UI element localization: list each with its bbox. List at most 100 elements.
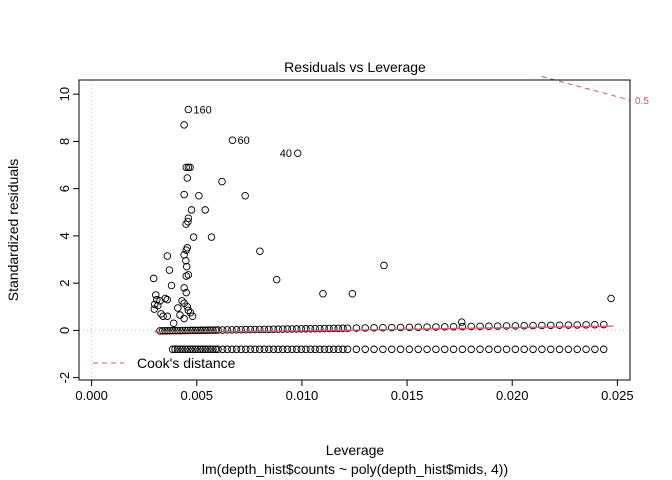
band-point-lower <box>476 345 484 354</box>
band-point-lower <box>329 345 338 354</box>
band-point-upper <box>269 325 278 334</box>
x-tick-label: 0.005 <box>180 388 213 403</box>
y-axis-label: Standardized residuals <box>5 159 21 301</box>
data-point <box>184 217 192 226</box>
band-point-upper <box>387 323 396 332</box>
band-point-upper <box>196 326 205 335</box>
data-point <box>163 252 172 260</box>
band-point-lower <box>214 345 222 354</box>
band-point-upper <box>449 322 458 331</box>
band-point-lower <box>218 345 227 354</box>
band-point-upper <box>302 325 310 333</box>
band-point-lower <box>396 345 405 354</box>
data-point <box>183 174 192 182</box>
band-point-lower <box>302 345 310 354</box>
data-point <box>165 266 174 274</box>
band-point-upper <box>405 323 414 332</box>
data-point <box>189 233 198 241</box>
band-point-lower <box>520 345 528 354</box>
band-point-lower <box>260 345 269 354</box>
data-point <box>153 295 161 304</box>
y-tick-label: -2 <box>57 372 72 384</box>
cooks-distance-curve <box>541 75 631 101</box>
band-point-upper <box>194 326 202 335</box>
band-point-upper <box>265 325 273 334</box>
data-point <box>201 206 209 214</box>
band-point-upper <box>189 326 197 335</box>
data-point <box>161 294 169 303</box>
band-point-upper <box>329 324 338 333</box>
band-point-lower <box>564 345 573 354</box>
model-formula-subtitle: lm(depth_hist$counts ~ poly(depth_hist$m… <box>202 461 508 477</box>
data-point <box>159 312 167 320</box>
band-point-lower <box>279 345 287 354</box>
band-point-lower <box>223 345 232 354</box>
point-label-60: 60 <box>238 135 250 147</box>
band-point-upper <box>288 325 296 333</box>
band-point-lower <box>288 345 296 354</box>
band-point-upper <box>191 326 200 335</box>
band-point-lower <box>538 345 546 354</box>
data-point <box>319 290 327 298</box>
band-point-upper <box>251 325 259 334</box>
band-point-lower <box>339 345 347 354</box>
band-point-upper <box>440 323 449 331</box>
data-point <box>180 190 188 199</box>
band-point-lower <box>361 345 369 354</box>
y-tick-label: 10 <box>57 87 72 101</box>
band-point-lower <box>209 345 217 354</box>
band-point-upper <box>209 326 217 334</box>
point-labels: 160 60 40 <box>193 105 292 161</box>
band-point-upper <box>343 324 352 332</box>
band-point-upper <box>511 322 520 330</box>
band-point-upper <box>352 324 361 332</box>
band-point-upper <box>206 326 215 334</box>
data-point <box>183 243 192 252</box>
band-point-lower <box>181 345 189 354</box>
band-point-upper <box>414 323 422 331</box>
band-point-upper <box>199 326 207 335</box>
data-point <box>176 311 184 319</box>
band-point-lower <box>246 345 255 354</box>
band-point-lower <box>352 345 361 354</box>
y-tick-label: 2 <box>57 280 72 287</box>
data-point-60 <box>228 136 237 144</box>
band-point-lower <box>414 345 422 354</box>
y-tick-label: 6 <box>57 185 72 192</box>
band-point-lower <box>325 345 333 354</box>
data-point-40 <box>293 149 302 157</box>
band-point-upper <box>370 324 378 332</box>
band-point-lower <box>405 345 414 354</box>
data-point <box>272 275 281 284</box>
band-point-upper <box>186 326 195 335</box>
data-point <box>180 121 188 129</box>
data-points <box>149 105 615 328</box>
band-point-lower <box>306 345 315 354</box>
band-point-lower <box>458 345 467 354</box>
band-point-lower <box>493 345 502 354</box>
band-point-lower <box>599 345 608 354</box>
legend: Cook's distance <box>93 355 236 371</box>
band-point-lower <box>199 345 207 354</box>
data-point <box>169 319 178 328</box>
data-point <box>149 274 158 283</box>
band-point-lower <box>194 345 202 354</box>
y-tick-label: 0 <box>57 327 72 334</box>
band-point-upper <box>423 323 431 331</box>
data-point <box>256 247 264 256</box>
band-point-upper <box>334 324 343 333</box>
data-point <box>167 281 176 290</box>
x-tick-label: 0.020 <box>496 388 529 403</box>
band-point-upper <box>297 325 306 333</box>
band-point-upper <box>218 326 227 334</box>
band-point-lower <box>379 345 387 354</box>
band-point-lower <box>171 345 179 354</box>
band-point-upper <box>183 326 192 335</box>
band-point-upper <box>279 325 287 333</box>
band-point-upper <box>237 325 245 334</box>
band-point-lower <box>269 345 278 354</box>
band-point-lower <box>334 345 343 354</box>
band-point-upper <box>204 326 212 334</box>
band-point-lower <box>343 345 352 354</box>
